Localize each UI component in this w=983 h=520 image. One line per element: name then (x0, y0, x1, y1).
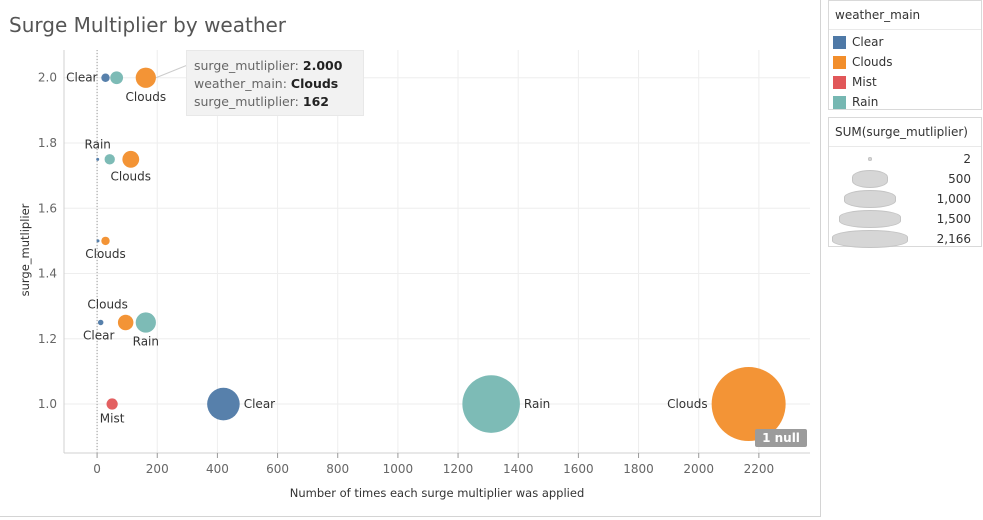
x-tick-label-6: 1200 (443, 462, 474, 476)
color-legend-items: Clear Clouds Mist Rain (829, 30, 981, 112)
color-swatch-clear (833, 35, 846, 49)
point-label-12: Clear (244, 397, 275, 411)
size-legend-label-0: 2 (963, 152, 971, 166)
grid-lines (63, 50, 810, 454)
color-legend-label: Clouds (852, 55, 893, 69)
point-labels: Clear Clouds Rain Clouds Clouds Clear Clouds Ra… (66, 71, 708, 426)
size-legend-item-2: 1,000 (829, 189, 981, 209)
chart-marks[interactable] (96, 67, 786, 442)
point-label-0: Clear (66, 71, 97, 85)
x-axis-ticks: 0 200 400 600 800 1000 1200 1400 1600 1800 2000 220… (93, 453, 774, 476)
x-tick-label-3: 600 (266, 462, 289, 476)
x-tick-label-2: 400 (206, 462, 229, 476)
point-clouds-2[interactable] (135, 67, 156, 88)
x-tick-label-11: 2200 (744, 462, 775, 476)
point-clear-6[interactable] (96, 239, 100, 243)
y-axis-ticks: 1.0 1.2 1.4 1.6 1.8 2.0 (38, 71, 57, 411)
point-clouds-9[interactable] (117, 314, 134, 331)
point-rain-13[interactable] (462, 375, 520, 433)
color-legend: weather_main Clear Clouds Mist Rain (828, 0, 982, 110)
x-tick-label-5: 1000 (383, 462, 414, 476)
point-label-2: Clouds (126, 90, 167, 104)
viz-panel: Surge Multiplier by weather 0 200 400 600 80… (0, 0, 821, 517)
size-legend-item-3: 1,500 (829, 209, 981, 229)
point-clouds-5[interactable] (122, 150, 140, 168)
color-legend-label: Rain (852, 95, 879, 109)
color-legend-item-clouds[interactable]: Clouds (829, 52, 981, 72)
size-legend-label-3: 1,500 (936, 212, 971, 226)
point-rain-1[interactable] (110, 71, 124, 85)
x-tick-label-10: 2000 (683, 462, 714, 476)
color-swatch-clouds (833, 55, 846, 69)
point-label-9: Clouds (87, 297, 128, 311)
size-legend-item-0: 2 (829, 149, 981, 169)
point-clear-12[interactable] (207, 387, 240, 421)
y-axis-label: surge_mutliplier (18, 203, 32, 296)
size-legend-item-1: 500 (829, 169, 981, 189)
point-mist-11[interactable] (106, 398, 118, 410)
tooltip: surge_mutliplier: 2.000 weather_main: Cl… (186, 50, 364, 116)
size-legend-shape-4 (832, 230, 908, 248)
size-legend-item-4: 2,166 (829, 229, 981, 249)
size-legend-shape-0 (868, 157, 872, 161)
color-legend-item-mist[interactable]: Mist (829, 72, 981, 92)
point-rain-10[interactable] (135, 312, 156, 333)
point-label-4: Rain (85, 137, 111, 151)
point-label-10: Rain (133, 335, 159, 349)
tooltip-line-3: surge_mutliplier: 162 (194, 94, 329, 109)
point-clouds-7[interactable] (101, 236, 110, 246)
color-swatch-rain (833, 95, 846, 109)
y-tick-label-1: 1.2 (38, 332, 57, 346)
point-clear-8[interactable] (97, 319, 104, 326)
tooltip-line-2: weather_main: Clouds (194, 76, 339, 91)
y-tick-label-5: 2.0 (38, 71, 57, 85)
size-legend: SUM(surge_mutliplier) 2 500 1,000 1,500 2,16… (828, 117, 982, 249)
size-legend-shape-2 (844, 190, 896, 208)
x-tick-label-8: 1600 (563, 462, 594, 476)
y-tick-label-3: 1.6 (38, 201, 57, 215)
size-legend-title: SUM(surge_mutliplier) (829, 118, 981, 147)
x-tick-label-0: 0 (93, 462, 101, 476)
color-legend-item-clear[interactable]: Clear (829, 32, 981, 52)
scatter-chart[interactable]: 0 200 400 600 800 1000 1200 1400 1600 1800 2000 220… (0, 0, 821, 517)
point-label-13: Rain (524, 397, 550, 411)
point-clear-3[interactable] (96, 157, 100, 161)
size-legend-label-2: 1,000 (936, 192, 971, 206)
color-legend-title: weather_main (829, 1, 981, 30)
size-legend-shape-3 (838, 210, 902, 228)
point-clouds-14[interactable] (711, 367, 786, 442)
y-tick-label-2: 1.4 (38, 267, 57, 281)
point-label-8: Clear (83, 328, 114, 342)
point-label-14: Clouds (667, 397, 708, 411)
chart-title: Surge Multiplier by weather (9, 13, 287, 37)
y-tick-label-4: 1.8 (38, 136, 57, 150)
color-legend-label: Clear (852, 35, 884, 49)
size-legend-label-1: 500 (948, 172, 971, 186)
color-swatch-mist (833, 75, 846, 89)
point-label-7: Clouds (85, 247, 126, 261)
point-clear-0[interactable] (101, 73, 110, 82)
y-tick-label-0: 1.0 (38, 397, 57, 411)
point-rain-4[interactable] (104, 154, 115, 165)
x-axis-label: Number of times each surge multiplier wa… (290, 486, 585, 500)
x-tick-label-1: 200 (146, 462, 169, 476)
color-legend-item-rain[interactable]: Rain (829, 92, 981, 112)
size-legend-label-4: 2,166 (936, 232, 971, 246)
null-values-badge[interactable]: 1 null (755, 429, 807, 447)
color-legend-label: Mist (852, 75, 877, 89)
size-legend-shape-1 (851, 170, 889, 188)
point-label-11: Mist (100, 412, 125, 426)
point-label-5: Clouds (111, 170, 152, 184)
size-legend-items: 2 500 1,000 1,500 2,166 (829, 147, 981, 249)
x-tick-label-7: 1400 (503, 462, 534, 476)
x-tick-label-9: 1800 (623, 462, 654, 476)
tooltip-line-1: surge_mutliplier: 2.000 (194, 58, 343, 73)
x-tick-label-4: 800 (326, 462, 349, 476)
